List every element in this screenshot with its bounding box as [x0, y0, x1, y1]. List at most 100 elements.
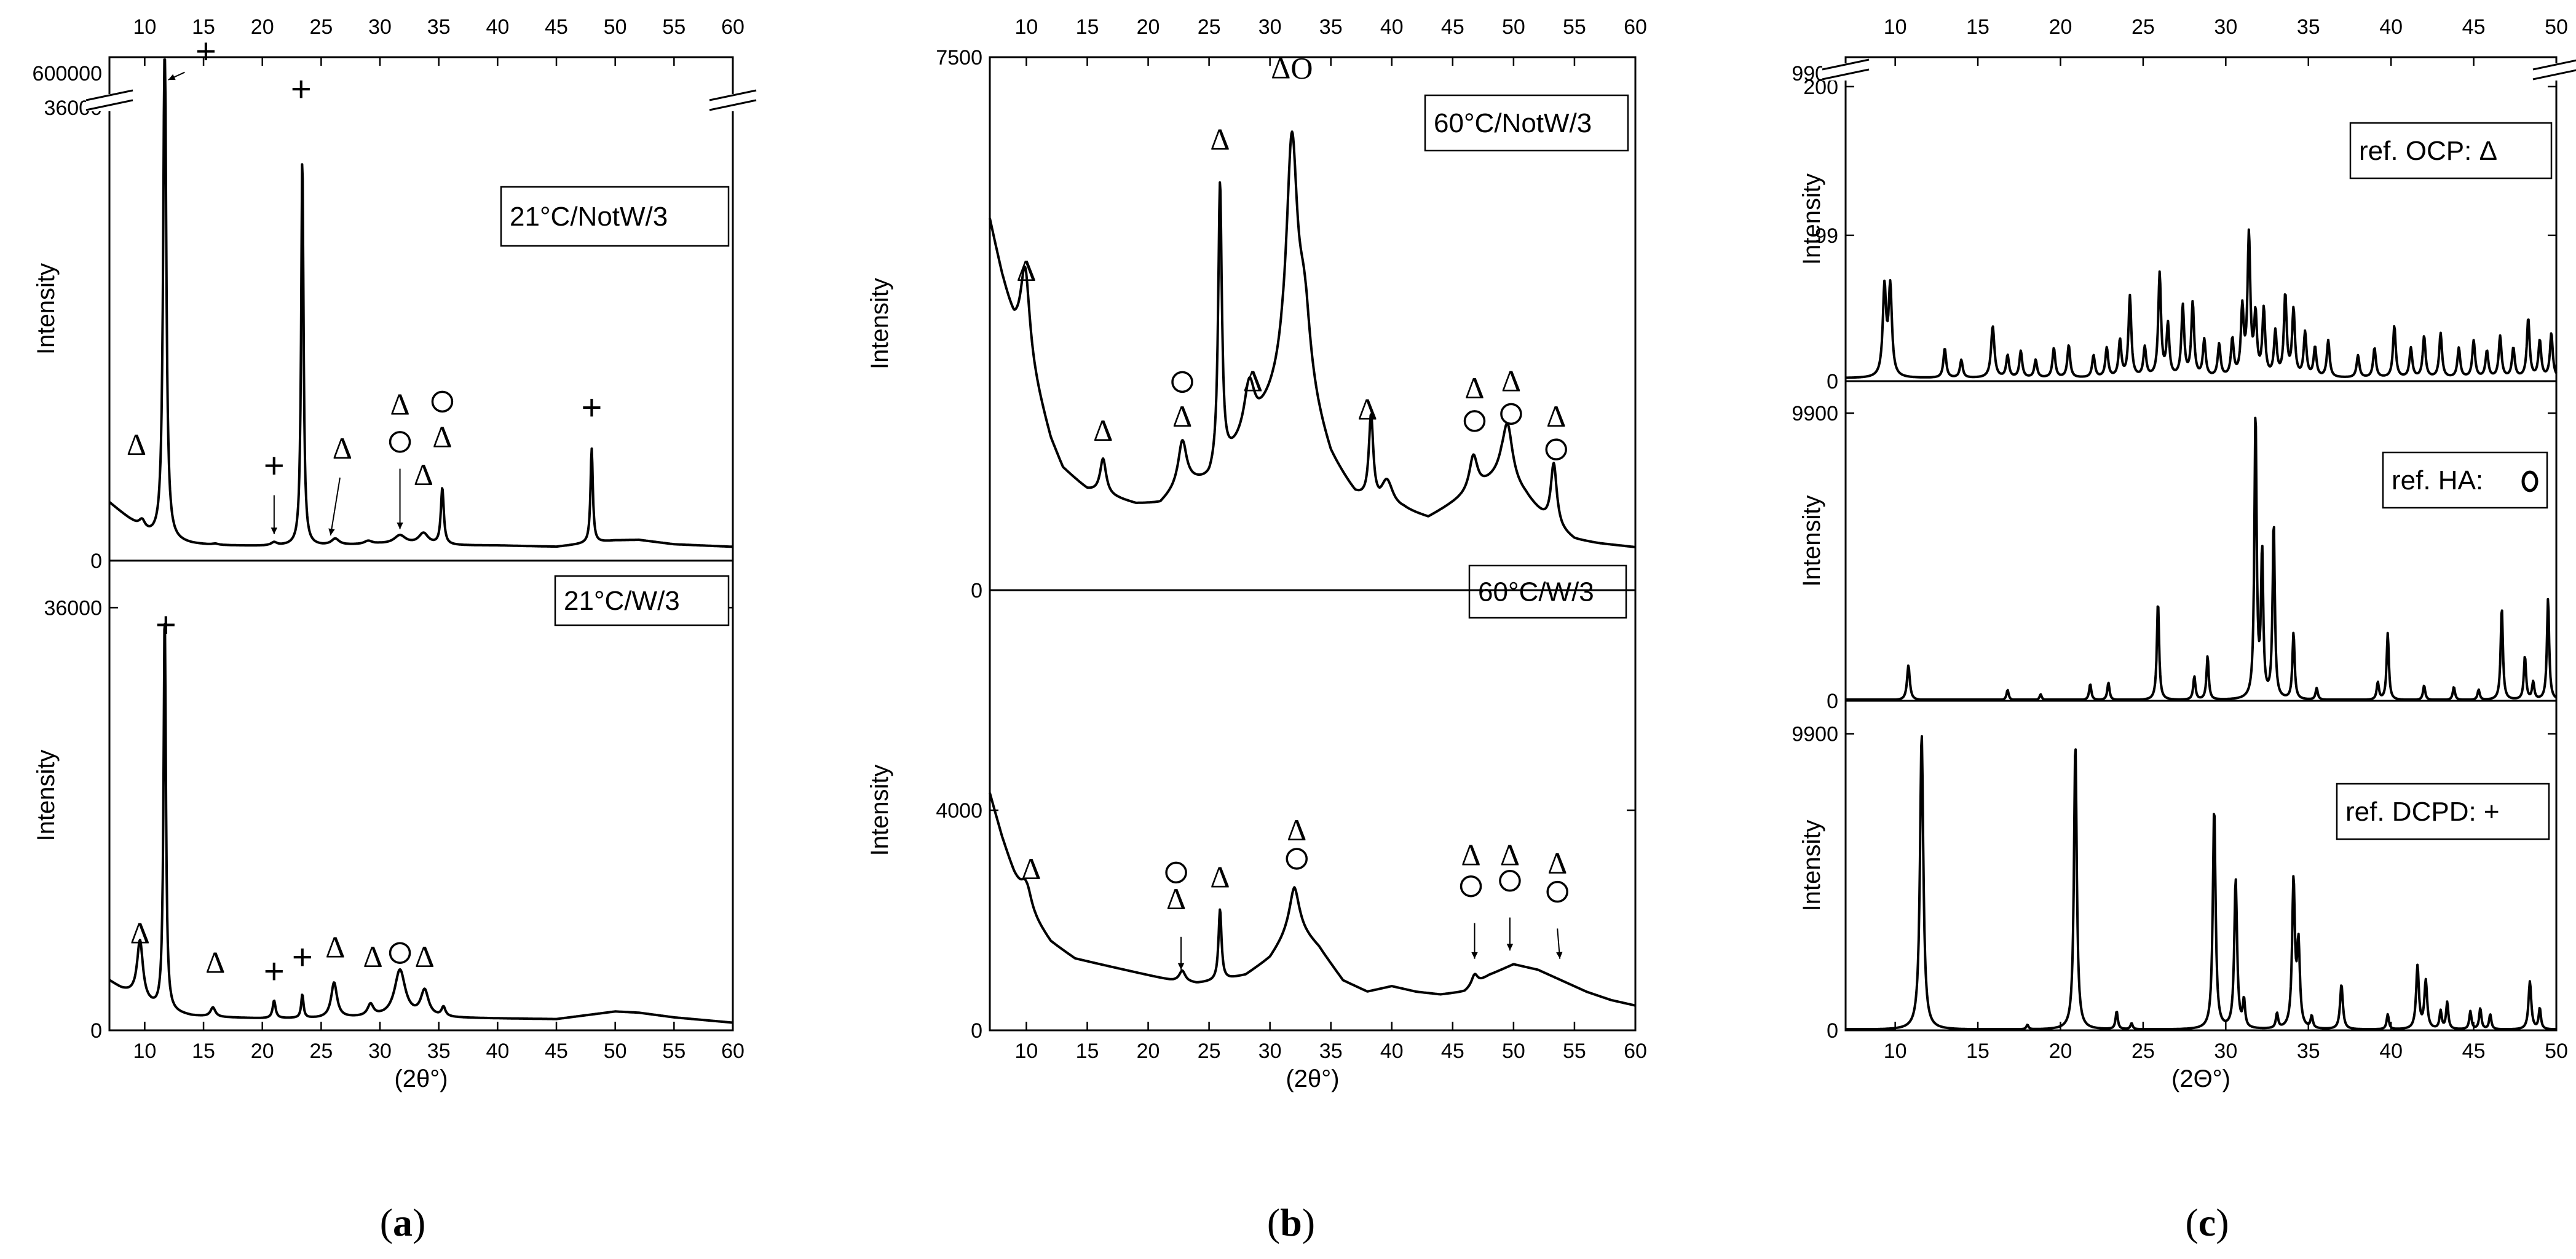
- x-tick-label: 55: [1563, 1040, 1586, 1063]
- axis-break-mark: [1822, 68, 1870, 81]
- ha-marker: [389, 431, 411, 453]
- x-tick-label: 45: [545, 1040, 568, 1063]
- x-tick-label: 15: [192, 1040, 215, 1063]
- x-tick-label: 55: [662, 1040, 685, 1063]
- ha-marker: [1286, 848, 1308, 870]
- y-tick-label: 0: [1827, 1019, 1838, 1043]
- marker-arrowhead: [1177, 963, 1185, 970]
- dcpd-marker: +: [156, 605, 176, 645]
- x-tick-label: 30: [1258, 1040, 1282, 1063]
- ocp-marker: Δ: [1016, 253, 1036, 288]
- ocp-marker: Δ: [1093, 413, 1113, 448]
- marker-arrowhead: [1471, 952, 1478, 959]
- ocp-marker: Δ: [1172, 399, 1192, 433]
- y-tick-label: 0: [971, 579, 982, 602]
- x-tick-label: 60: [1624, 1040, 1647, 1063]
- series-line: [108, 58, 734, 548]
- y-tick-label: 0: [1827, 370, 1838, 393]
- x-tick-label: 40: [486, 1040, 509, 1063]
- top-tick-label: 20: [251, 15, 274, 39]
- ocp-marker: Δ: [205, 945, 225, 979]
- top-tick-label: 60: [1624, 15, 1647, 39]
- series-line: [989, 792, 1636, 1007]
- ocp-marker: Δ: [1500, 838, 1520, 872]
- x-tick-label: 30: [2214, 1040, 2237, 1063]
- x-tick-label: 50: [2545, 1040, 2568, 1063]
- x-tick-label: 35: [1319, 1040, 1343, 1063]
- ha-marker: [1500, 403, 1522, 425]
- y-axis-label: Intensity: [1798, 173, 1825, 265]
- x-tick-label: 25: [309, 1040, 333, 1063]
- x-tick-label: 20: [1137, 1040, 1160, 1063]
- top-tick-label: 30: [1258, 15, 1282, 39]
- x-tick-label: 15: [1076, 1040, 1099, 1063]
- axis-break-mark: [2532, 59, 2576, 71]
- x-axis-label: (2θ°): [394, 1065, 448, 1092]
- y-axis-label: Intensity: [1798, 820, 1825, 912]
- x-tick-label: 15: [1966, 1040, 1989, 1063]
- ocp-marker: Δ: [414, 457, 433, 492]
- plot-frame: [989, 56, 1637, 1032]
- ocp-marker: Δ: [130, 916, 150, 950]
- x-tick-label: 50: [604, 1040, 627, 1063]
- ha-marker: [1165, 861, 1187, 884]
- legend-label: ref. OCP: Δ: [2359, 136, 2497, 166]
- y-tick-label: 9900: [1792, 723, 1838, 746]
- ocp-marker: Δ: [1210, 859, 1230, 894]
- ocp-marker: Δ: [1546, 399, 1566, 433]
- ocp-marker: Δ: [415, 939, 435, 974]
- chart-b: 10 15 20 25 30 35 40 45 50 55 60 10 15 20 25 30 35 40 45 50…: [866, 15, 1647, 1244]
- x-axis-label: (2Θ°): [2171, 1065, 2230, 1092]
- y-tick-label: 4000: [936, 799, 982, 823]
- y-tick-label: 0: [90, 550, 102, 573]
- dcpd-marker: +: [264, 952, 285, 992]
- top-tick-label: 50: [604, 15, 627, 39]
- marker-arrowhead: [328, 528, 335, 536]
- top-tick-label: 15: [192, 15, 215, 39]
- y-axis-label: Intensity: [866, 278, 893, 369]
- top-tick-label: 15: [1076, 15, 1099, 39]
- top-tick-label: 50: [2545, 15, 2568, 39]
- x-tick-label: 10: [1015, 1040, 1038, 1063]
- ocp-marker: ΔO: [1271, 51, 1313, 85]
- y-tick-label: 99: [1815, 224, 1838, 248]
- legend-box: [2349, 122, 2553, 180]
- x-axis-label: (2θ°): [1286, 1065, 1339, 1092]
- axis-break-mark: [2532, 69, 2576, 81]
- x-tick-label: 35: [427, 1040, 451, 1063]
- x-tick-label: 40: [2379, 1040, 2403, 1063]
- subpanel: 0 9900 Intensity ref. DCPD: +: [1792, 723, 2557, 1043]
- top-tick-label: 45: [1441, 15, 1464, 39]
- ha-marker: [1546, 880, 1568, 903]
- ocp-marker: Δ: [390, 387, 409, 421]
- top-tick-label: 55: [1563, 15, 1586, 39]
- x-tick-label: 35: [2297, 1040, 2320, 1063]
- plot-frame: [1844, 56, 2558, 1032]
- top-tick-label: 35: [2297, 15, 2320, 39]
- legend-label: ref. DCPD: +: [2345, 797, 2500, 827]
- break-label: 600000: [33, 62, 102, 85]
- axis-break-mark: [1822, 58, 1870, 71]
- axis-break-mark: [709, 99, 757, 111]
- top-tick-label: 35: [1319, 15, 1343, 39]
- marker-arrowhead: [1506, 944, 1514, 951]
- top-tick-label: 40: [1380, 15, 1404, 39]
- chart-c: 10 15 20 25 30 35 40 45 50 10 15 20 25 30 35 40 45 50 (2Θ°…: [1792, 15, 2576, 1244]
- caption: (b): [1267, 1201, 1315, 1244]
- marker-arrowhead: [1556, 952, 1563, 959]
- series-line: [1845, 416, 2558, 701]
- top-tick-label: 25: [1198, 15, 1221, 39]
- y-axis-label: Intensity: [33, 750, 60, 842]
- y-tick-label: 0: [971, 1019, 982, 1043]
- top-tick-label: 25: [2132, 15, 2155, 39]
- top-tick-label: 50: [1502, 15, 1525, 39]
- ocp-marker: Δ: [1166, 882, 1186, 916]
- legend-box: [1468, 564, 1627, 619]
- ocp-marker: Δ: [363, 939, 382, 974]
- legend-label: 21°C/NotW/3: [510, 202, 668, 232]
- legend-label: 60°C/NotW/3: [1434, 108, 1592, 138]
- axis-break-mark: [709, 89, 757, 101]
